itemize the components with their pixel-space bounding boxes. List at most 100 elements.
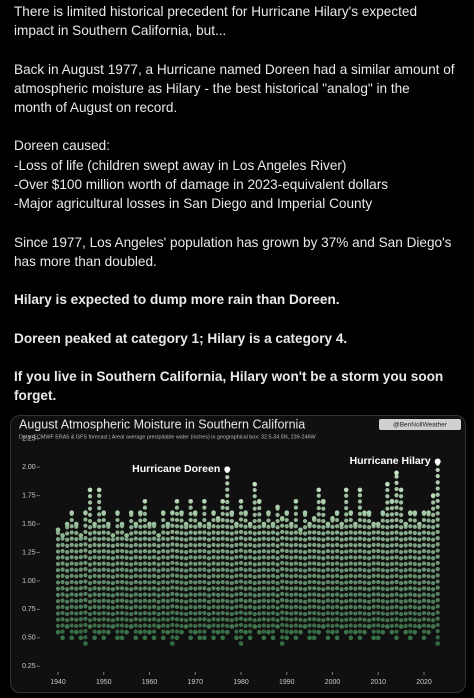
dot [170,510,175,515]
paragraph: Hilary is expected to dump more rain tha… [14,290,466,309]
text-line: has more than doubled. [14,253,157,269]
dot [211,510,216,515]
dot [106,521,111,527]
text-line: If you live in Southern California, Hila… [14,368,444,384]
dot [298,527,303,533]
dot [261,521,267,527]
y-tick-label: 0.75 [22,606,36,613]
dot [110,624,116,629]
dot [87,487,93,493]
dot [197,635,203,641]
dot [270,635,276,641]
highlight-dot [434,458,441,465]
dot [119,521,125,527]
dot [298,629,303,635]
dot [426,629,431,635]
dot [430,493,436,498]
dot [128,510,134,515]
dot [311,635,317,641]
dot [348,635,354,641]
dot [83,641,88,646]
dot [316,629,322,635]
x-tick-label: 1960 [142,679,158,686]
dot [302,624,308,629]
dot [385,624,390,629]
dot [147,629,152,635]
dot [311,516,317,521]
dot [435,641,441,646]
tweet-text: There is limited historical precedent fo… [14,2,466,424]
dot [179,629,184,635]
dot [215,516,221,521]
dot [426,510,431,515]
dot [334,635,340,641]
paragraph: If you live in Southern California, Hila… [14,367,466,406]
dot [96,629,102,635]
dot [110,533,116,538]
dot [174,635,180,641]
dot [362,510,367,515]
dot [307,635,312,641]
text-line: month of August on record. [14,100,178,116]
dot [192,629,198,635]
dot [60,635,65,641]
chart-subtitle: Data: ECMWF ERA5 & GFS forecast | Areal … [19,434,316,440]
dot [142,498,148,504]
dot [385,481,390,487]
dot [197,521,203,527]
dot [128,624,134,629]
dot [183,521,189,527]
dot [142,635,148,641]
dot [348,510,354,515]
dot [192,510,198,515]
dot [389,498,395,504]
dot [188,635,193,641]
dot [325,521,331,527]
dot [353,629,358,635]
dot [202,498,207,504]
dot [371,521,376,527]
dot [156,533,161,538]
chart-image: August Atmospheric Moisture in Southern … [10,415,466,693]
y-tick-label: 0.25 [22,663,36,670]
dot [247,635,253,641]
paragraph: There is limited historical precedent fo… [14,2,466,41]
dot [101,510,107,515]
dot [403,629,408,635]
x-tick-label: 1980 [233,679,249,686]
dot [78,533,84,538]
dot [403,521,408,527]
dot [156,624,161,629]
annotation: Hurricane Doreen [132,463,220,475]
paragraph: Doreen peaked at category 1; Hilary is a… [14,329,466,348]
x-tick-label: 1950 [96,679,112,686]
dot [380,629,386,635]
dot [417,521,422,527]
dot [307,521,312,527]
y-tick-label: 1.75 [22,492,36,499]
dot [243,510,248,515]
dot [151,521,157,527]
chart: August Atmospheric Moisture in Southern … [19,417,461,686]
dot [234,635,239,641]
dot [229,624,235,629]
dot [357,635,363,641]
dot [321,624,326,629]
dot [124,629,129,635]
highlight-dot [224,466,231,473]
dot [119,635,125,641]
dot [362,629,367,635]
x-tick-label: 2000 [325,679,341,686]
text-line: Doreen peaked at category 1; Hilary is a… [14,330,348,346]
y-tick-label: 2.25 [22,436,36,443]
y-tick-label: 1.50 [22,521,36,528]
dot [325,635,331,641]
dot [55,629,61,635]
dot [275,504,280,510]
dot [92,521,97,527]
dot [421,635,427,641]
dot [133,521,139,527]
text-line: forget. [14,388,57,404]
dot [73,521,79,527]
dot [220,498,225,504]
